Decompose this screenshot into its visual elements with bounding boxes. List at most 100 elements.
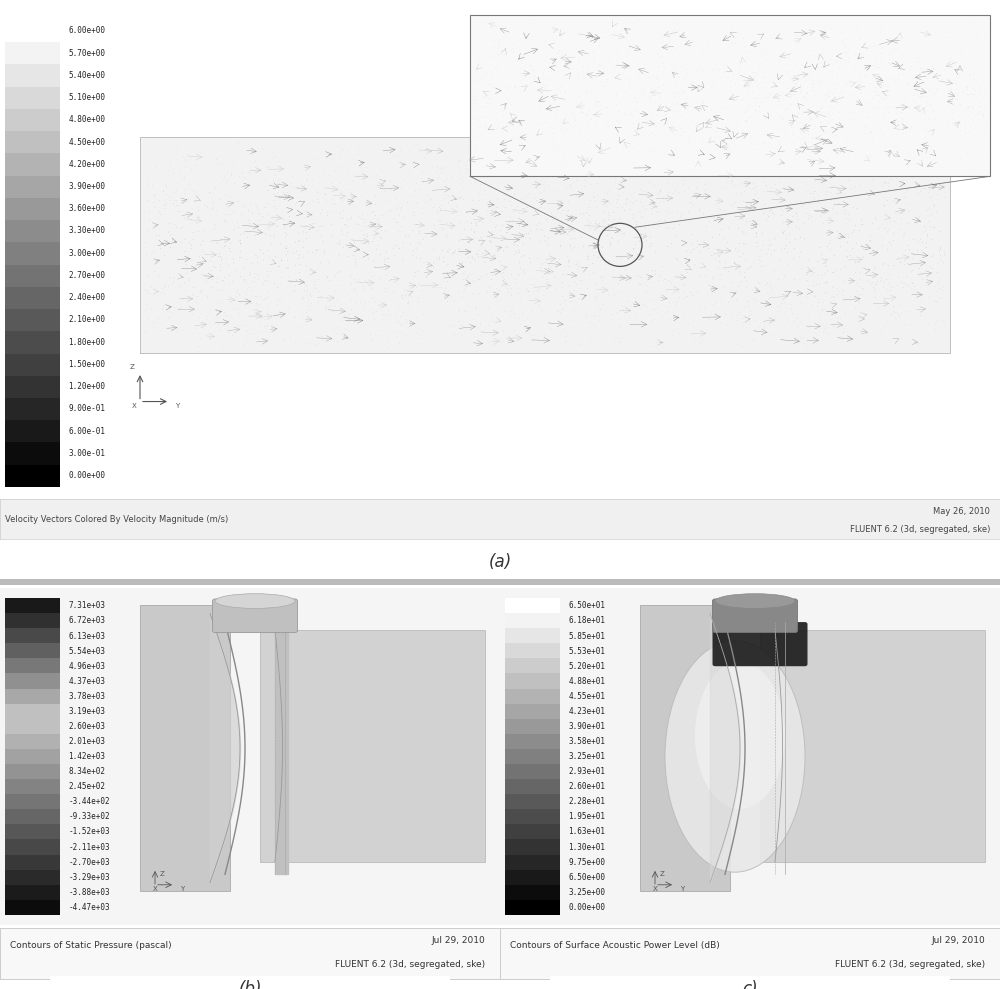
Point <box>829 54 845 70</box>
Point <box>491 148 507 164</box>
Point <box>906 282 922 298</box>
Point <box>683 235 699 251</box>
Point <box>750 155 766 171</box>
Point <box>678 125 694 140</box>
Point <box>948 137 964 153</box>
Point <box>536 162 552 178</box>
Point <box>760 146 776 162</box>
Point <box>700 120 716 135</box>
Point <box>961 87 977 103</box>
Point <box>916 28 932 44</box>
Point <box>252 225 268 241</box>
Point <box>854 116 870 132</box>
Point <box>200 288 216 304</box>
Point <box>431 213 447 228</box>
Point <box>557 16 573 32</box>
Point <box>765 45 781 60</box>
Point <box>905 144 921 160</box>
Point <box>555 52 571 68</box>
Point <box>642 175 658 191</box>
Point <box>567 108 583 124</box>
Point <box>957 58 973 74</box>
Point <box>915 142 931 158</box>
Point <box>648 167 664 183</box>
Point <box>583 136 599 152</box>
Point <box>762 135 778 151</box>
Point <box>608 100 624 116</box>
Point <box>537 31 553 46</box>
Point <box>954 83 970 99</box>
Point <box>595 124 611 139</box>
Point <box>730 158 746 174</box>
Point <box>686 186 702 202</box>
Point <box>917 181 933 197</box>
Point <box>766 53 782 69</box>
Point <box>751 252 767 268</box>
Point <box>612 113 628 129</box>
Point <box>540 170 556 186</box>
Point <box>961 163 977 179</box>
Point <box>770 78 786 94</box>
Point <box>493 70 509 86</box>
Point <box>701 336 717 352</box>
Point <box>850 148 866 164</box>
Point <box>597 205 613 221</box>
Point <box>912 183 928 199</box>
Point <box>531 13 547 29</box>
Point <box>600 72 616 88</box>
Point <box>596 145 612 161</box>
Point <box>964 147 980 163</box>
Point <box>851 295 867 311</box>
Point <box>636 146 652 162</box>
Point <box>418 194 434 210</box>
Point <box>349 286 365 302</box>
Point <box>472 118 488 134</box>
Point <box>864 150 880 166</box>
Point <box>257 318 273 334</box>
Point <box>696 98 712 114</box>
Point <box>309 336 325 352</box>
Point <box>519 140 535 156</box>
Point <box>271 258 287 274</box>
Point <box>514 135 530 151</box>
Point <box>157 278 173 294</box>
Point <box>837 159 853 175</box>
Point <box>903 59 919 75</box>
Point <box>802 196 818 212</box>
Point <box>586 247 602 263</box>
Point <box>799 85 815 101</box>
Point <box>382 194 398 210</box>
Point <box>714 180 730 196</box>
Point <box>416 254 432 270</box>
Point <box>898 145 914 161</box>
Point <box>340 143 356 159</box>
Point <box>488 59 504 75</box>
Point <box>477 15 493 31</box>
Point <box>757 297 773 313</box>
Point <box>347 283 363 299</box>
Point <box>651 219 667 234</box>
Point <box>515 148 531 164</box>
Point <box>714 295 730 311</box>
Point <box>561 218 577 233</box>
Point <box>549 52 565 68</box>
Point <box>173 221 189 236</box>
Point <box>538 78 554 94</box>
Point <box>747 91 763 107</box>
Point <box>670 251 686 267</box>
Point <box>732 263 748 279</box>
Point <box>272 172 288 188</box>
Point <box>913 60 929 76</box>
Point <box>421 325 437 341</box>
Point <box>278 247 294 263</box>
Point <box>257 200 273 216</box>
Point <box>728 308 744 323</box>
Point <box>789 310 805 325</box>
Point <box>848 145 864 161</box>
Point <box>745 176 761 192</box>
Point <box>536 13 552 29</box>
Point <box>751 319 767 335</box>
Point <box>299 278 315 294</box>
Point <box>718 122 734 137</box>
Point <box>665 286 681 302</box>
